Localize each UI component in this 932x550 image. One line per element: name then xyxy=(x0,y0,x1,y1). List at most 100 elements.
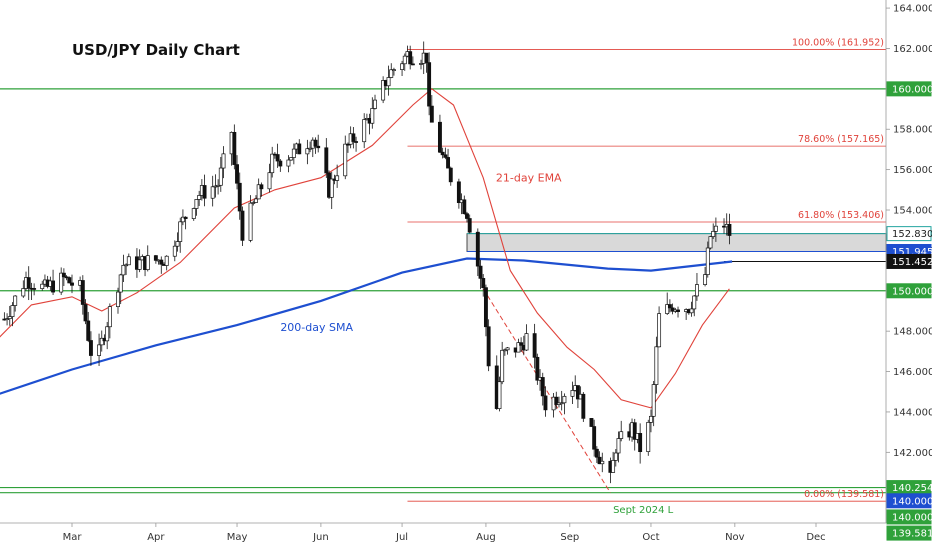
candle-body xyxy=(456,181,461,204)
candle-body xyxy=(86,320,91,341)
candle-body xyxy=(443,154,448,158)
candle-body xyxy=(61,272,66,278)
candle-body xyxy=(554,396,559,405)
fib-label: 0.00% (139.581) xyxy=(804,489,884,500)
candle-body xyxy=(419,63,423,65)
candle-body xyxy=(592,426,597,450)
candle-body xyxy=(121,264,126,276)
candle-body xyxy=(524,333,529,351)
candle-body xyxy=(705,247,710,275)
candle-body xyxy=(713,225,718,232)
candle-body xyxy=(297,143,302,155)
candle-body xyxy=(197,195,202,200)
candle-body xyxy=(210,186,215,199)
candle-body xyxy=(202,185,207,199)
candle-body xyxy=(381,80,386,101)
price-tag-label: 151.945 xyxy=(892,247,932,258)
candle-body xyxy=(600,460,605,465)
candle-body xyxy=(21,288,26,297)
candle-body xyxy=(13,295,18,306)
candle-body xyxy=(703,274,708,285)
candle-body xyxy=(389,69,394,78)
candle-body xyxy=(400,63,405,70)
candle-body xyxy=(218,167,223,186)
candle-body xyxy=(446,157,451,169)
candle-body xyxy=(5,318,10,321)
y-tick-label: 148.000 xyxy=(893,327,932,338)
candle-body xyxy=(286,159,291,167)
candle-body xyxy=(695,284,699,297)
candle-body xyxy=(708,236,713,249)
candle-body xyxy=(362,119,367,143)
candle-body xyxy=(462,199,467,215)
candle-body xyxy=(145,255,150,271)
candle-body xyxy=(329,178,334,198)
candle-body xyxy=(429,105,434,123)
candle-body xyxy=(402,55,407,65)
price-tag-label: 140.000 xyxy=(892,496,932,507)
candle-body xyxy=(632,422,637,440)
price-tag xyxy=(886,509,932,525)
y-tick-label: 164.000 xyxy=(893,4,932,15)
candle-body xyxy=(532,333,537,358)
candle-body xyxy=(118,274,123,293)
candle-body xyxy=(619,431,624,439)
candle-body xyxy=(305,148,310,155)
swing-low-label: Sept 2024 L xyxy=(613,505,674,516)
y-tick-label: 144.000 xyxy=(893,407,932,418)
candle-body xyxy=(437,121,442,153)
x-tick-label: Mar xyxy=(63,532,83,543)
candle-body xyxy=(256,184,261,200)
candle-body xyxy=(251,202,256,204)
candle-body xyxy=(80,280,85,305)
candle-body xyxy=(649,415,653,423)
candle-body xyxy=(391,69,396,71)
candle-body xyxy=(386,77,391,87)
candle-body xyxy=(254,198,258,203)
candle-body xyxy=(475,231,480,267)
price-tag-label: 150.000 xyxy=(892,286,932,297)
candle-body xyxy=(351,133,356,142)
sma200-line xyxy=(0,257,733,395)
candle-body xyxy=(248,202,253,241)
price-tag-label: 160.000 xyxy=(892,84,932,95)
candle-body xyxy=(83,304,88,322)
candle-body xyxy=(32,288,37,290)
candle-body xyxy=(502,349,507,352)
candle-body xyxy=(153,255,158,261)
price-tag-label: 140.254 xyxy=(892,483,932,494)
candle-body xyxy=(373,99,377,109)
candle-body xyxy=(289,157,294,161)
candle-body xyxy=(324,147,329,174)
candle-body xyxy=(370,108,375,124)
candle-body xyxy=(559,402,564,405)
candle-body xyxy=(232,131,237,165)
candle-body xyxy=(711,230,716,237)
candle-body xyxy=(692,295,697,310)
candle-body xyxy=(10,305,15,317)
y-tick-label: 146.000 xyxy=(893,367,932,378)
ema21-line xyxy=(0,88,730,409)
candle-body xyxy=(240,210,245,241)
candle-body xyxy=(194,199,199,209)
candle-body xyxy=(483,287,488,328)
fib-label: 78.60% (157.165) xyxy=(798,134,884,145)
candle-body xyxy=(343,143,348,177)
candle-body xyxy=(180,216,185,223)
candle-body xyxy=(191,208,196,219)
candle-body xyxy=(478,265,483,279)
candle-body xyxy=(313,139,318,147)
price-tag xyxy=(886,493,932,509)
candle-body xyxy=(516,342,521,353)
price-tag-label: 151.452 xyxy=(892,257,932,268)
price-tag xyxy=(886,253,932,269)
x-tick-label: Sep xyxy=(560,532,579,543)
candle-body xyxy=(540,377,545,397)
candle-body xyxy=(654,346,659,385)
candle-body xyxy=(613,452,618,461)
candle-body xyxy=(440,151,445,156)
candle-body xyxy=(105,326,110,342)
candle-body xyxy=(354,141,359,143)
resistance-zone xyxy=(466,233,887,252)
candle-body xyxy=(175,241,180,247)
